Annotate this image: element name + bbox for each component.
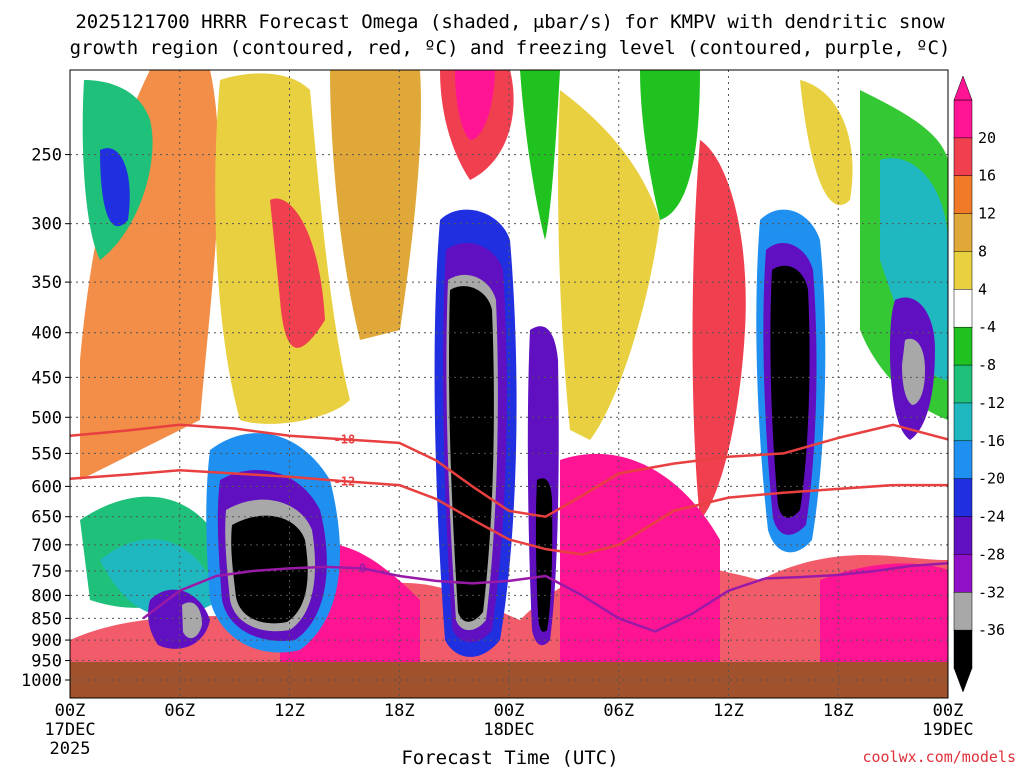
colorbar-tick-label: -36 [978, 621, 1005, 639]
time-tick-label: 06Z [603, 701, 634, 721]
time-tick-label: 18Z [823, 701, 854, 721]
time-tick-date: 18DEC [483, 720, 534, 740]
colorbar-tick-label: -20 [978, 470, 1005, 488]
colorbar-swatch [953, 213, 973, 253]
contour-label: -18 [334, 432, 356, 446]
time-tick-label: 00Z [494, 701, 525, 721]
colorbar-swatch [953, 364, 973, 404]
ascent-core-15z [756, 209, 826, 553]
time-tick-label: 12Z [713, 701, 744, 721]
time-tick-label: 18Z [384, 701, 415, 721]
pressure-tick-label: 250 [31, 146, 62, 166]
pressure-tick-label: 650 [31, 508, 62, 528]
time-tick-label: 00Z [933, 701, 964, 721]
contour-label: -12 [334, 474, 356, 488]
pressure-tick-label: 400 [31, 324, 62, 344]
pressure-tick-label: 500 [31, 408, 62, 428]
colorbar: 20 16 12 8 4 -4 -8 -12 -16 -20 -24 -28 -32 -36 [953, 75, 1005, 693]
colorbar-tick-label: -24 [978, 508, 1005, 526]
colorbar-tick-label: -12 [978, 394, 1005, 412]
colorbar-tick-label: -4 [978, 318, 996, 336]
colorbar-tick-label: 20 [978, 129, 996, 147]
credit-text: coolwx.com/models [862, 748, 1016, 766]
colorbar-tick-label: 4 [978, 280, 987, 298]
contour-label: 0 [359, 561, 366, 575]
colorbar-swatch [953, 629, 973, 669]
colorbar-swatch [953, 99, 973, 139]
colorbar-swatch [953, 554, 973, 594]
time-tick-label: 12Z [274, 701, 305, 721]
contour-line [142, 562, 948, 633]
pressure-axis: 2503003504004505005506006507007508008509… [21, 146, 70, 691]
colorbar-swatch [953, 326, 973, 366]
colorbar-swatch [953, 592, 973, 631]
time-tick-label: 06Z [164, 701, 195, 721]
pressure-tick-label: 850 [31, 609, 62, 629]
contour-line [70, 423, 948, 518]
pressure-tick-label: 900 [31, 631, 62, 651]
colorbar-swatch [953, 289, 973, 328]
colorbar-tick-label: -8 [978, 356, 996, 374]
colorbar-tick-label: -32 [978, 583, 1005, 601]
pressure-tick-label: 300 [31, 215, 62, 235]
colorbar-tick-label: 16 [978, 167, 996, 185]
time-tick-label: 00Z [55, 701, 86, 721]
colorbar-tick-label: -28 [978, 545, 1005, 563]
colorbar-swatch [953, 478, 973, 518]
colorbar-swatch [953, 137, 973, 177]
time-tick-date: 17DEC [44, 720, 95, 740]
pressure-tick-label: 750 [31, 562, 62, 582]
colorbar-tick-label: -16 [978, 432, 1005, 450]
contour-line [70, 469, 948, 556]
ascent-core-21z [434, 209, 517, 657]
pressure-tick-label: 1000 [21, 671, 62, 691]
colorbar-tick-label: 12 [978, 205, 996, 223]
chart-title-line-1: 2025121700 HRRR Forecast Omega (shaded, … [75, 11, 945, 33]
ascent-core-02z [527, 326, 559, 646]
pressure-tick-label: 350 [31, 273, 62, 293]
chart-title-line-2: growth region (contoured, red, ºC) and f… [70, 37, 951, 59]
time-tick-year: 2025 [50, 739, 91, 759]
pressure-tick-label: 800 [31, 586, 62, 606]
time-tick-date: 19DEC [922, 720, 973, 740]
colorbar-bottom-arrow [953, 667, 973, 693]
colorbar-swatch [953, 516, 973, 556]
colorbar-swatch [953, 402, 973, 442]
contour-lines: -12 -18 0 [70, 423, 948, 633]
pressure-tick-label: 700 [31, 536, 62, 556]
plot-frame [69, 69, 949, 699]
pressure-tick-label: 450 [31, 368, 62, 388]
colorbar-swatch [953, 175, 973, 215]
ascent-core-12z [206, 433, 340, 653]
pressure-tick-label: 600 [31, 477, 62, 497]
colorbar-swatch [953, 251, 973, 291]
colorbar-top-arrow [953, 75, 973, 101]
pressure-tick-label: 550 [31, 444, 62, 464]
pressure-tick-label: 950 [31, 652, 62, 672]
omega-shaded-field [70, 70, 948, 698]
colorbar-swatch [953, 440, 973, 480]
x-axis-label: Forecast Time (UTC) [401, 747, 618, 768]
colorbar-tick-label: 8 [978, 242, 987, 260]
